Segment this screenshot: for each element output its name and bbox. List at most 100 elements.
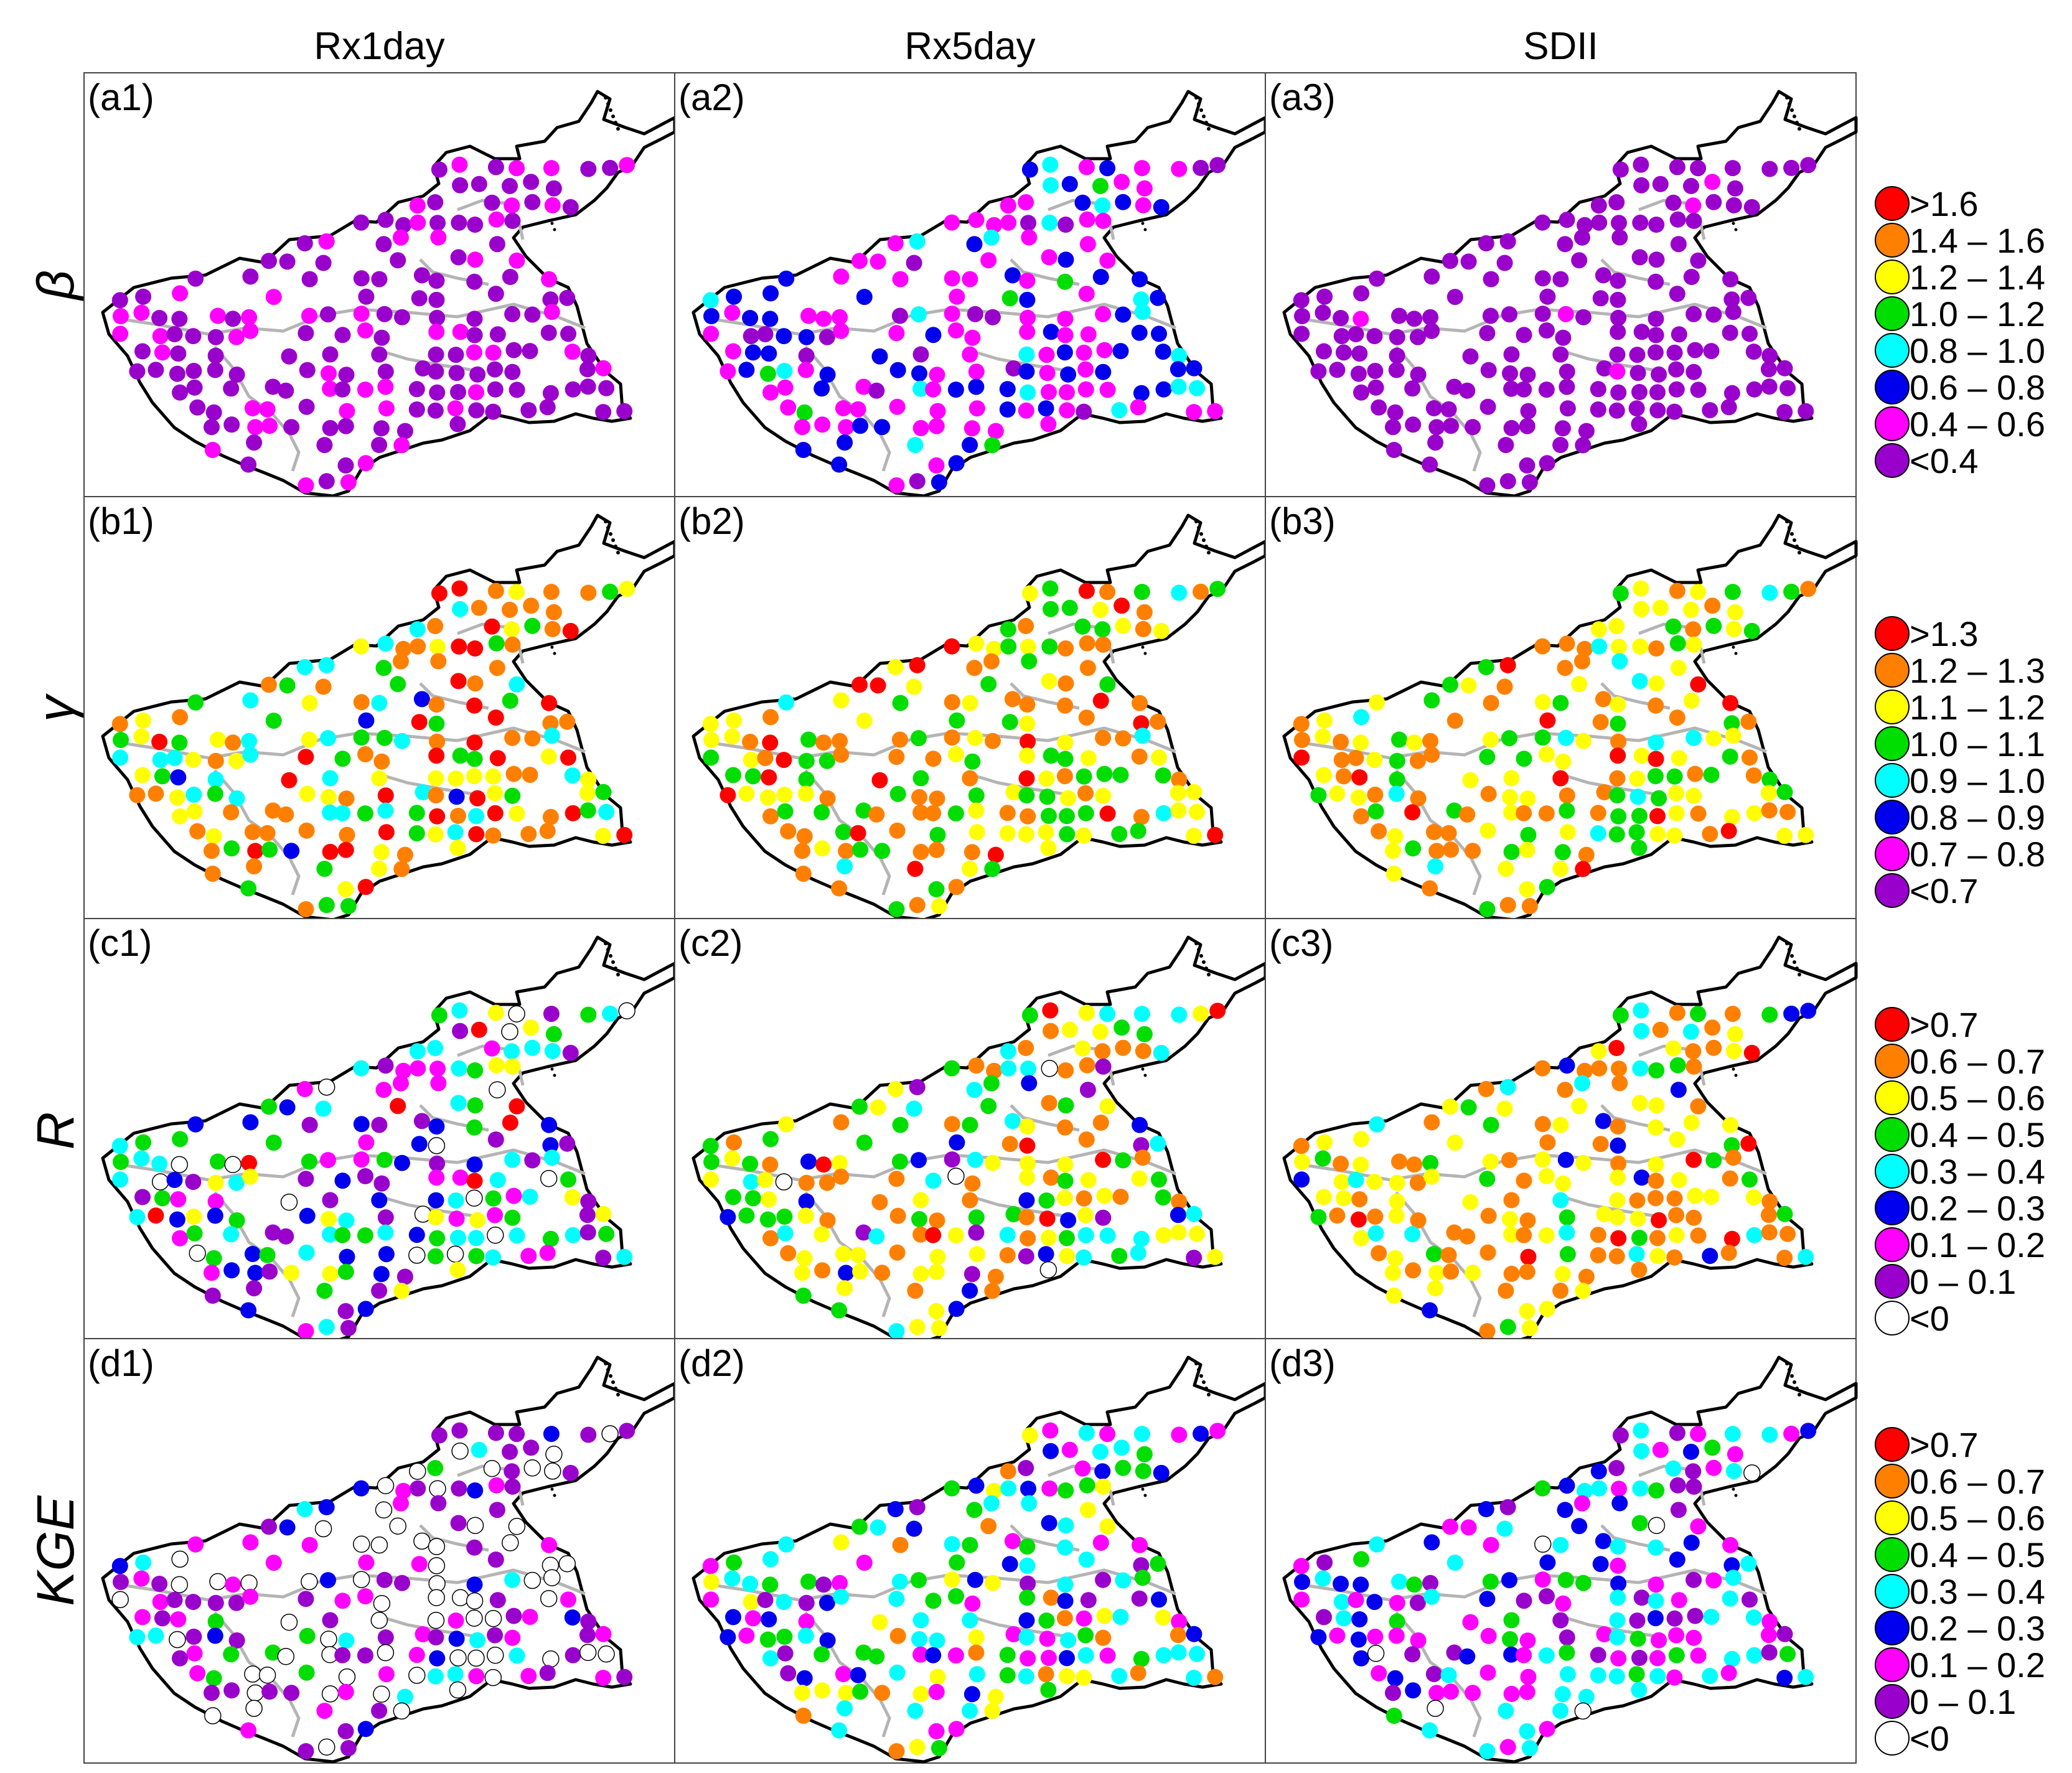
station-blue	[358, 712, 375, 729]
station-cyan	[833, 1588, 850, 1605]
station-cyan	[166, 750, 183, 766]
station-red	[247, 843, 264, 859]
station-green	[800, 731, 817, 748]
station-purple	[1742, 325, 1758, 342]
station-cyan	[1745, 1609, 1762, 1626]
station-white	[224, 1156, 241, 1174]
station-orange	[889, 822, 906, 839]
station-magenta	[619, 157, 635, 174]
station-yellow	[449, 1261, 466, 1278]
station-purple	[1353, 384, 1369, 401]
station-cyan	[776, 363, 793, 379]
station-yellow	[1608, 618, 1625, 634]
station-orange	[1335, 768, 1352, 785]
station-white	[427, 1611, 445, 1629]
station-purple	[322, 419, 339, 436]
station-purple	[223, 416, 240, 433]
station-yellow	[1746, 805, 1763, 821]
station-yellow	[1668, 785, 1685, 802]
station-yellow	[1633, 747, 1650, 764]
station-yellow	[1352, 1156, 1369, 1173]
station-magenta	[357, 1588, 373, 1604]
station-orange	[1079, 1057, 1095, 1074]
panel-label: (b3)	[1269, 500, 1336, 542]
legend-label: >1.3	[1910, 614, 1979, 653]
island-dot	[614, 966, 617, 970]
station-cyan	[1076, 1249, 1092, 1266]
island-dot	[1732, 1487, 1735, 1491]
station-orange	[780, 823, 797, 840]
island-dot	[616, 973, 620, 976]
station-purple	[450, 1515, 467, 1532]
station-yellow	[1760, 785, 1777, 802]
station-purple	[1595, 267, 1611, 284]
station-magenta	[929, 367, 945, 383]
station-magenta	[1040, 416, 1057, 433]
station-magenta	[1761, 1613, 1778, 1630]
station-red	[451, 580, 468, 597]
station-red	[1539, 712, 1556, 729]
station-purple	[1648, 273, 1664, 290]
station-purple	[909, 1499, 926, 1515]
station-green	[595, 784, 612, 800]
station-green	[944, 1480, 960, 1497]
station-purple	[1612, 1427, 1629, 1444]
legend-swatch-green	[1875, 296, 1910, 331]
station-yellow	[887, 1081, 904, 1097]
station-cyan	[377, 1224, 394, 1241]
station-blue	[720, 1629, 736, 1645]
island-dot	[1785, 942, 1789, 945]
station-orange	[868, 806, 885, 823]
station-purple	[428, 346, 444, 363]
station-yellow	[984, 1703, 1001, 1719]
station-magenta	[1483, 1537, 1499, 1553]
station-white	[352, 1571, 370, 1588]
island-dot	[1202, 1380, 1206, 1384]
station-blue	[738, 362, 755, 378]
station-red	[909, 657, 926, 673]
station-purple	[1574, 229, 1590, 246]
station-magenta	[241, 309, 258, 325]
station-yellow	[1387, 1250, 1404, 1266]
station-magenta	[1462, 1614, 1479, 1630]
station-purple	[1516, 327, 1532, 344]
station-yellow	[837, 1280, 853, 1297]
station-blue	[999, 381, 1016, 398]
station-purple	[1389, 329, 1405, 345]
station-orange	[1647, 1190, 1664, 1207]
station-purple	[299, 362, 316, 378]
station-green	[798, 771, 815, 788]
station-orange	[1557, 660, 1573, 676]
station-green	[911, 730, 927, 747]
station-yellow	[967, 729, 983, 746]
station-green	[1629, 1630, 1646, 1647]
station-yellow	[743, 1594, 759, 1611]
station-green	[1478, 659, 1494, 675]
station-purple	[1478, 235, 1494, 251]
station-green	[1608, 826, 1625, 843]
station-magenta	[340, 474, 357, 490]
station-purple	[1422, 456, 1438, 473]
station-purple	[298, 398, 315, 415]
station-orange	[1293, 716, 1310, 732]
station-yellow	[912, 1192, 929, 1209]
station-red	[1520, 1248, 1537, 1265]
station-cyan	[1353, 709, 1370, 726]
station-magenta	[595, 1670, 612, 1686]
station-yellow	[469, 1212, 486, 1228]
station-red	[450, 673, 467, 690]
island-dot	[1204, 1387, 1208, 1390]
station-magenta	[1367, 1629, 1384, 1645]
station-green	[744, 1190, 761, 1207]
station-magenta	[170, 1611, 187, 1628]
station-green	[856, 1134, 873, 1151]
station-purple	[487, 1551, 504, 1568]
station-orange	[244, 824, 261, 840]
station-magenta	[353, 1151, 370, 1168]
station-yellow	[1057, 734, 1074, 751]
station-yellow	[1446, 1134, 1463, 1151]
station-orange	[819, 1212, 836, 1228]
station-yellow	[948, 746, 964, 762]
station-magenta	[720, 363, 736, 380]
station-orange	[1690, 1227, 1707, 1244]
